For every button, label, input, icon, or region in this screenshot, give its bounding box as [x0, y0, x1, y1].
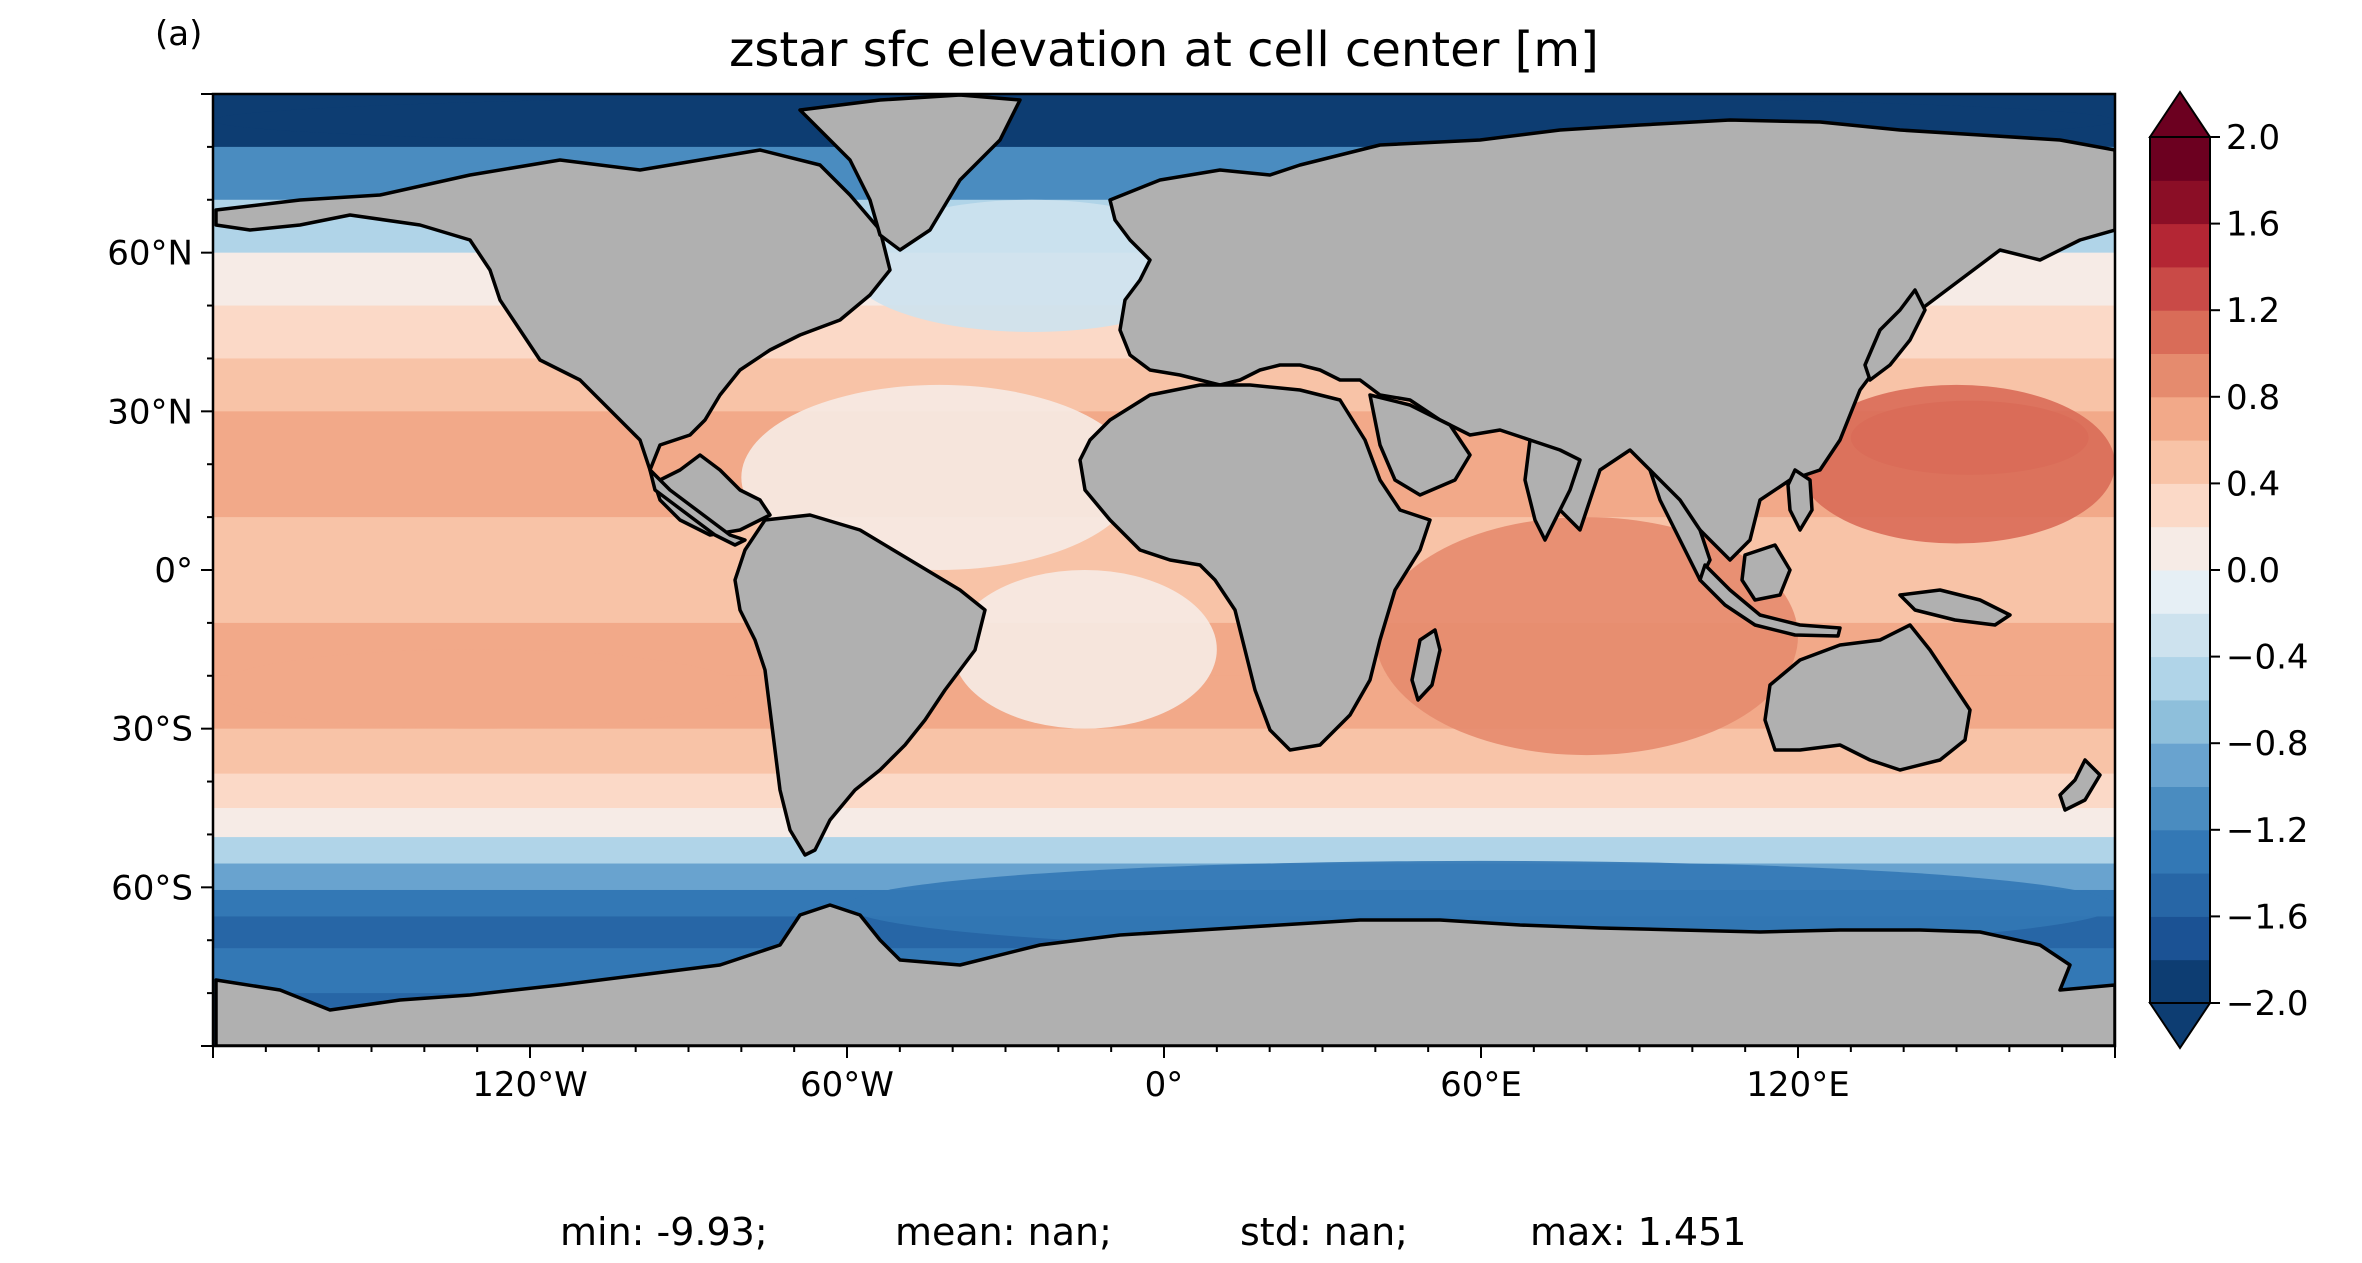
colorbar-level-3	[2150, 829, 2210, 874]
australia-land	[1763, 623, 1972, 772]
y-tick-label-2: 0°	[154, 551, 193, 591]
colorbar-tick-label-8: −1.2	[2226, 811, 2309, 851]
stat-min: min: -9.93;	[560, 1210, 768, 1254]
stat-mean: mean: nan;	[895, 1210, 1112, 1254]
colorbar-level-6	[2150, 699, 2210, 744]
x-tick-label-3: 60°E	[1440, 1065, 1522, 1105]
colorbar-level-12	[2150, 440, 2210, 484]
arabia-land	[1368, 393, 1472, 497]
japan-land	[1863, 288, 1927, 382]
madagascar-land	[1410, 628, 1442, 702]
colorbar-level-19	[2150, 137, 2210, 181]
colorbar-extend-min	[2148, 1002, 2212, 1050]
y-tick-label-1: 30°N	[107, 392, 193, 432]
colorbar-tick-label-1: 1.6	[2226, 205, 2280, 245]
colorbar-level-13	[2150, 396, 2210, 441]
colorbar-tick-label-2: 1.2	[2226, 291, 2280, 331]
colorbar-tick-label-7: −0.8	[2226, 724, 2309, 764]
colorbar-level-5	[2150, 743, 2210, 787]
sumatra-java-land	[1698, 563, 1842, 638]
colorbar-level-2	[2150, 873, 2210, 917]
antarctica-land	[214, 903, 2115, 1046]
stat-std: std: nan;	[1240, 1210, 1408, 1254]
zonal-band-15	[213, 837, 2115, 865]
africa-land	[1078, 383, 1432, 752]
x-tick-label-0: 120°W	[472, 1065, 588, 1105]
colorbar-level-4	[2150, 786, 2210, 831]
colorbar-level-9	[2150, 570, 2210, 614]
colorbar-level-18	[2150, 180, 2210, 225]
colorbar: 2.0 1.6 1.2 0.8 0.4 0.0 −0.4 −0.8 −1.2 −1.6 −2.0	[2148, 90, 2309, 1050]
zonal-band-14	[213, 808, 2115, 839]
map-axes: 120°W 60°W 0° 60°E 120°E 60°N 30°N 0° 30°S 60°S	[107, 92, 2117, 1105]
colorbar-level-16	[2150, 266, 2210, 311]
x-tick-label-2: 0°	[1145, 1065, 1184, 1105]
south-atlantic-region	[952, 570, 1217, 729]
stats-line: min: -9.93; mean: nan; std: nan; max: 1.…	[560, 1210, 1746, 1254]
indian-ocean-region	[1375, 517, 1798, 756]
colorbar-extend-max	[2148, 90, 2212, 138]
colorbar-tick-label-9: −1.6	[2226, 897, 2309, 937]
colorbar-level-8	[2150, 613, 2210, 658]
india-land	[1523, 438, 1582, 542]
colorbar-level-11	[2150, 483, 2210, 528]
colorbar-level-0	[2150, 959, 2210, 1004]
y-tick-label-4: 60°S	[111, 868, 193, 908]
colorbar-tick-label-4: 0.4	[2226, 464, 2280, 504]
colorbar-tick-label-3: 0.8	[2226, 378, 2280, 418]
x-tick-label-1: 60°W	[800, 1065, 894, 1105]
kuroshio-high-region	[1850, 400, 2089, 475]
colorbar-level-17	[2150, 223, 2210, 268]
new-zealand-land	[2058, 758, 2102, 812]
colorbar-level-14	[2150, 353, 2210, 398]
y-tick-label-3: 30°S	[111, 710, 193, 750]
colorbar-level-7	[2150, 656, 2210, 701]
borneo-land	[1740, 543, 1792, 602]
y-axis-ticks: 60°N 30°N 0° 30°S 60°S	[107, 93, 213, 1047]
land-masses	[214, 94, 2115, 1046]
colorbar-tick-label-5: 0.0	[2226, 551, 2280, 591]
colorbar-tick-label-10: −2.0	[2226, 984, 2309, 1024]
new-guinea-land	[1898, 588, 2012, 627]
south-america-land	[733, 513, 987, 857]
colorbar-level-1	[2150, 916, 2210, 961]
colorbar-level-10	[2150, 526, 2210, 571]
zonal-band-13	[213, 773, 2115, 809]
colorbar-tick-label-0: 2.0	[2226, 118, 2280, 158]
central-america-land	[648, 468, 747, 547]
colorbar-tick-label-6: −0.4	[2226, 638, 2309, 678]
x-tick-label-4: 120°E	[1746, 1065, 1849, 1105]
chart-title: zstar sfc elevation at cell center [m]	[729, 22, 1599, 78]
philippines-land	[1786, 468, 1814, 532]
antarctic-sector-region	[847, 860, 2115, 951]
panel-label: (a)	[155, 14, 202, 54]
y-tick-label-0: 60°N	[107, 234, 193, 274]
south-pacific-region	[213, 649, 742, 729]
stat-max: max: 1.451	[1530, 1210, 1746, 1254]
colorbar-level-15	[2150, 310, 2210, 354]
x-axis-ticks: 120°W 60°W 0° 60°E 120°E	[212, 1046, 2116, 1105]
